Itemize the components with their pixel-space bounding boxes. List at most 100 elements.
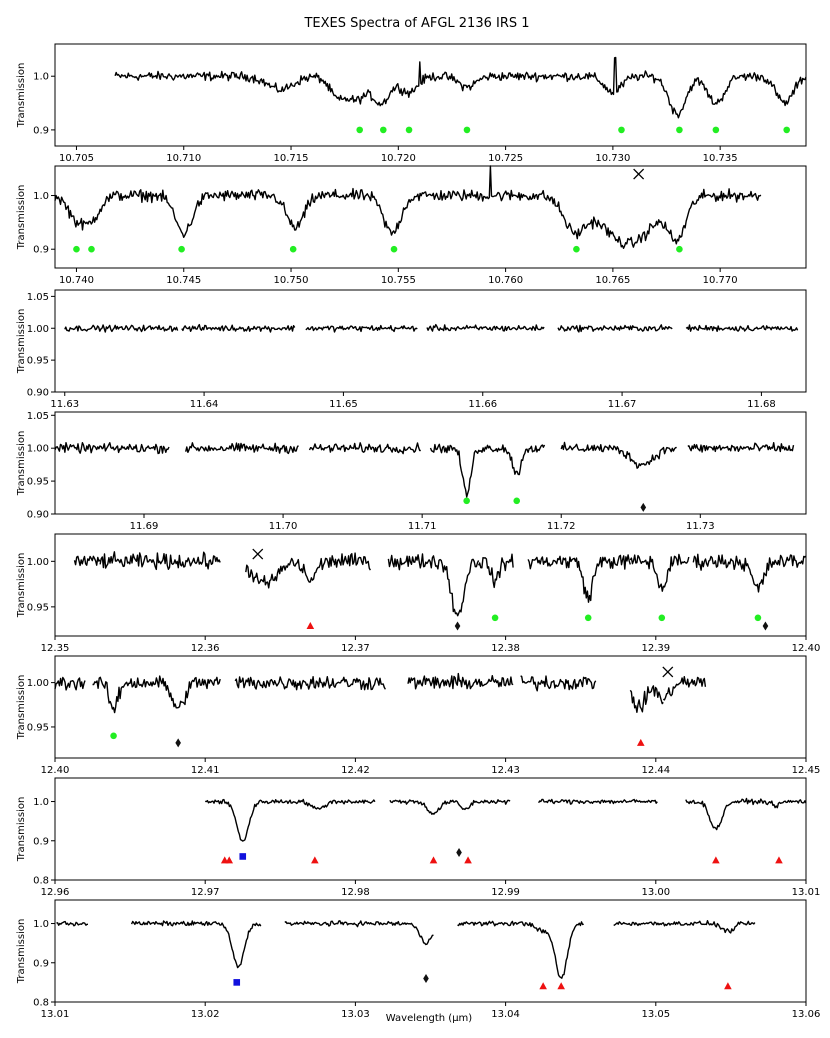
marker-square [233, 979, 241, 986]
y-axis-label: Transmission [16, 63, 27, 129]
marker-diamond [175, 738, 181, 748]
x-tick-label: 10.750 [274, 275, 309, 286]
marker-diamond [762, 621, 769, 631]
marker-diamond [456, 848, 462, 858]
spectrum-segment [629, 553, 690, 592]
panels: 10.705 10.710 10.715 10.720 10.725 10.730 10.7… [16, 43, 821, 1020]
x-tick-label: 10.730 [595, 153, 630, 164]
x-tick-label: 12.40 [41, 765, 70, 776]
axes-frame [54, 165, 807, 269]
marker-cross [662, 666, 674, 678]
x-tick-label: 11.72 [547, 521, 576, 532]
x-tick-label: 13.02 [191, 1009, 220, 1020]
spectrum-segment [99, 551, 221, 571]
marker-triangle [429, 856, 438, 864]
x-tick-label: 10.705 [59, 153, 94, 164]
spectrum-segment [181, 323, 296, 333]
marker-circle [88, 245, 95, 253]
axes-frame [54, 411, 807, 515]
spectrum-segment [245, 555, 336, 589]
spectrum-segment [692, 553, 807, 593]
marker-triangle [557, 982, 565, 990]
x-tick-label: 12.40 [792, 643, 821, 654]
spectrum-segment [54, 676, 86, 691]
spectrum-segment [130, 920, 262, 969]
marker-circle [390, 245, 398, 253]
axes-frame [54, 533, 807, 637]
spectrum-segment [685, 797, 807, 831]
y-tick-label: 1.05 [27, 411, 49, 422]
spectrum-segment [73, 555, 101, 567]
axes-frame [54, 289, 807, 393]
y-axis-label: Transmission [16, 431, 27, 497]
panel-3: 11.63 11.64 11.65 11.66 11.67 11.68 0.90 0.95 1.… [16, 289, 807, 410]
x-tick-label: 10.725 [488, 153, 523, 164]
spectrum-segment [333, 552, 371, 571]
spectrum-segment [92, 675, 221, 714]
y-axis-label: Transmission [16, 309, 27, 375]
x-tick-label: 13.03 [341, 1009, 370, 1020]
panel-4: 11.69 11.70 11.71 11.72 11.73 0.90 0.95 1.00 1.0… [16, 411, 807, 532]
x-tick-label: 12.38 [491, 643, 520, 654]
spectrum-segment [560, 441, 677, 469]
marker-circle [463, 497, 470, 505]
y-axis-label: Transmission [16, 185, 27, 251]
x-tick-label: 10.720 [381, 153, 416, 164]
spectrum-segment [662, 676, 707, 701]
spectrum-segment [685, 324, 799, 332]
panel-5: 12.35 12.36 12.37 12.38 12.39 12.40 0.95 1.00Tr… [16, 533, 821, 654]
marker-circle [573, 245, 580, 253]
marker-circle [463, 126, 471, 134]
marker-circle [289, 245, 297, 253]
spectrum-segment [64, 324, 179, 333]
y-tick-label: 0.95 [27, 602, 49, 613]
spectrum-segment [205, 798, 376, 842]
x-tick-label: 10.760 [488, 275, 523, 286]
marker-circle [658, 614, 666, 622]
marker-circle [754, 614, 762, 622]
marker-triangle [724, 982, 732, 990]
spectrum-segment [54, 165, 762, 249]
chart-title: TEXES Spectra of AFGL 2136 IRS 1 [303, 16, 529, 31]
x-tick-label: 12.44 [641, 765, 670, 776]
x-tick-label: 13.05 [641, 1009, 670, 1020]
marker-circle [110, 732, 117, 740]
x-axis-label: Wavelength (μm) [386, 1013, 473, 1024]
y-tick-label: 1.0 [33, 797, 49, 808]
marker-circle [618, 126, 625, 134]
spectrum-segment [114, 56, 807, 119]
marker-square [239, 853, 247, 860]
panel-2: 10.740 10.745 10.750 10.755 10.760 10.765 10.7… [16, 165, 807, 286]
y-tick-label: 0.95 [27, 722, 49, 733]
marker-cross [252, 548, 264, 560]
spectrum-segment [284, 920, 434, 946]
spectrum-segment [538, 798, 658, 805]
marker-circle [405, 126, 413, 134]
panel-7: 12.96 12.97 12.98 12.99 13.00 13.01 0.8 0.9 1.0 T… [16, 777, 820, 898]
x-tick-label: 11.65 [329, 399, 358, 410]
x-tick-label: 11.63 [50, 399, 79, 410]
x-tick-label: 11.71 [408, 521, 437, 532]
x-tick-label: 11.67 [608, 399, 637, 410]
x-tick-label: 12.99 [491, 887, 520, 898]
x-tick-label: 12.43 [491, 765, 520, 776]
marker-triangle [311, 856, 319, 864]
x-tick-label: 11.68 [747, 399, 776, 410]
spectrum-segment [308, 442, 421, 455]
x-tick-label: 11.69 [130, 521, 159, 532]
marker-triangle [775, 856, 783, 864]
axes-frame [54, 655, 807, 759]
y-tick-label: 0.8 [33, 998, 49, 1009]
spectrum-segment [56, 920, 88, 927]
x-tick-label: 12.96 [41, 887, 70, 898]
spectrum-segment [457, 920, 584, 979]
x-tick-label: 11.66 [468, 399, 497, 410]
panel-8: 13.01 13.02 13.03 13.04 13.05 13.06 0.8 0.9 1.0 T… [16, 899, 820, 1020]
axes-frame [54, 43, 807, 147]
x-tick-label: 11.64 [190, 399, 219, 410]
marker-circle [379, 126, 387, 134]
y-tick-label: 0.9 [33, 958, 49, 969]
x-tick-label: 12.35 [41, 643, 70, 654]
marker-triangle [464, 856, 472, 864]
x-tick-label: 13.04 [491, 1009, 520, 1020]
